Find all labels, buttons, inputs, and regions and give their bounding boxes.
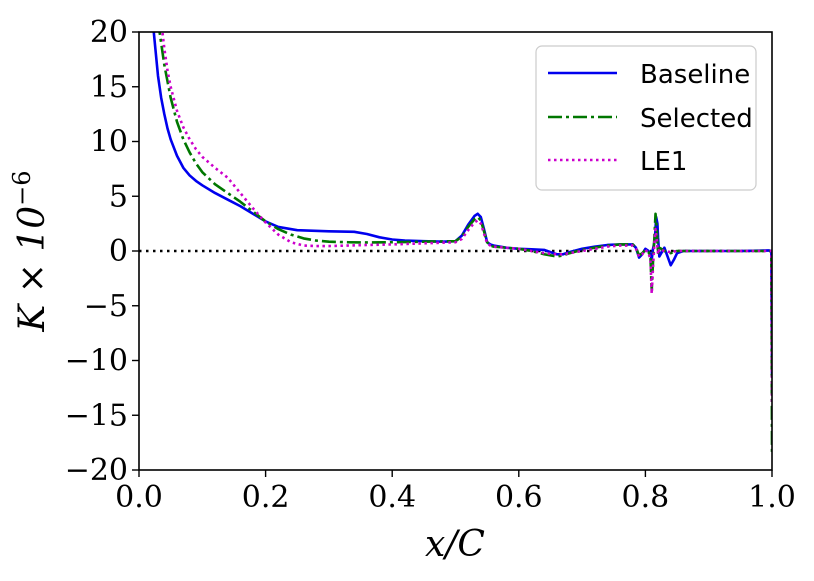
legend-label-baseline: Baseline [640,60,750,90]
y-tick-label: 5 [109,179,128,214]
y-tick-label: −20 [65,453,128,488]
y-tick-label: −5 [84,289,128,324]
x-axis-label: x/C [425,524,485,565]
legend-label-selected: Selected [640,104,753,134]
y-axis-label-base: K × 10 [12,206,53,333]
x-tick-label: 0.2 [242,480,290,515]
x-tick-label: 0.4 [368,480,416,515]
legend: Baseline Selected LE1 [535,45,757,191]
x-tick-label: 0.6 [495,480,543,515]
x-tick-label: 0.8 [622,480,670,515]
y-axis-label: K × 10−6 [8,170,53,332]
x-axis-ticks: 0.0 0.2 0.4 0.6 0.8 1.0 [115,470,796,515]
y-tick-label: −15 [65,398,128,433]
y-tick-label: 15 [90,70,128,105]
y-axis-ticks: −20 −15 −10 −5 0 5 10 15 20 [65,15,139,488]
y-tick-label: 10 [90,125,128,160]
series-line-le1 [161,32,772,405]
x-tick-label: 0.0 [115,480,163,515]
y-tick-label: 20 [90,15,128,50]
series-group [152,32,772,454]
y-axis-label-exponent: −6 [8,170,36,205]
y-tick-label: 0 [109,234,128,269]
x-tick-label: 1.0 [748,480,796,515]
y-tick-label: −10 [65,344,128,379]
legend-box [535,45,757,191]
legend-label-le1: LE1 [640,147,687,177]
y-axis-label-group: K × 10−6 [8,170,53,332]
